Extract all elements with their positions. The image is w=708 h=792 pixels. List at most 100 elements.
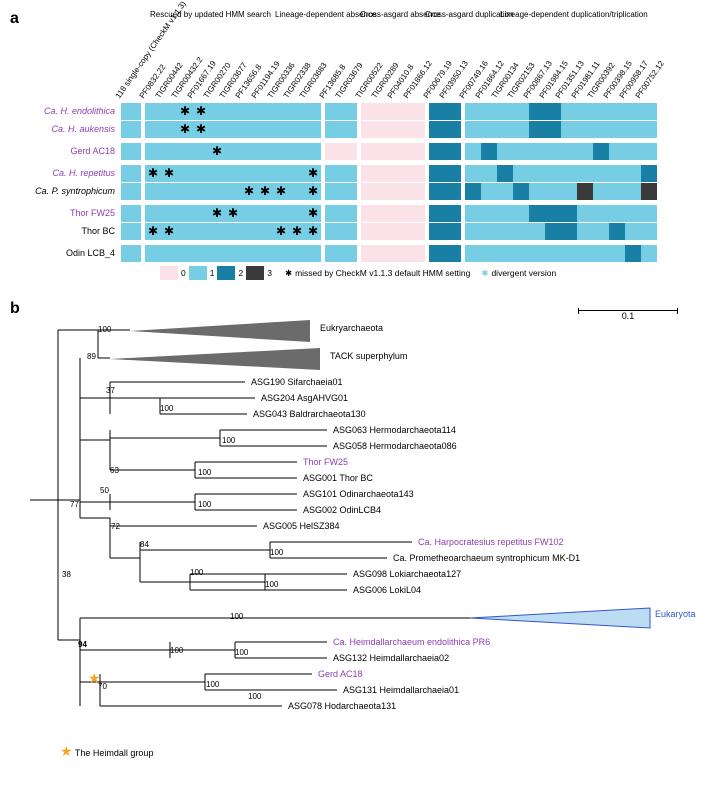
- heatmap-cell: ✱: [273, 183, 289, 200]
- heatmap-cell: [193, 183, 209, 200]
- heatmap-cell: [545, 143, 561, 160]
- heatmap-cell: [289, 183, 305, 200]
- bootstrap-value: 63: [110, 466, 119, 475]
- star-icon: ✱: [228, 206, 238, 220]
- heatmap-cell: [361, 245, 377, 262]
- heatmap-cell: [305, 103, 321, 120]
- heatmap-cell: [409, 143, 425, 160]
- heatmap-cell: [465, 103, 481, 120]
- phylogenetic-tree: [10, 300, 698, 730]
- heatmap-cell: [561, 183, 577, 200]
- star-icon: ★: [88, 670, 101, 687]
- column-header: PF01866.12: [402, 82, 419, 100]
- tip-label: Thor FW25: [303, 457, 348, 467]
- star-icon: ✱: [481, 268, 488, 279]
- heatmap-cell: [497, 143, 513, 160]
- heatmap-cell: [325, 143, 341, 160]
- bootstrap-value: 100: [235, 648, 248, 657]
- heatmap-legend: 0123✱ missed by CheckM v1.1.3 default HM…: [160, 266, 698, 280]
- heatmap-cell: [161, 245, 177, 262]
- category-label: Lineage-dependent absence: [275, 10, 365, 19]
- heatmap-cell: [325, 245, 341, 262]
- column-header: PF0832.22: [138, 82, 155, 100]
- heatmap-cell: [161, 121, 177, 138]
- heatmap-cell: [497, 121, 513, 138]
- heatmap-cell: [393, 103, 409, 120]
- column-header: TIGR00442: [154, 82, 171, 100]
- heatmap-cell: [625, 245, 641, 262]
- heatmap-cell: [481, 103, 497, 120]
- heatmap-cell: [273, 103, 289, 120]
- column-header: PF00752.12: [634, 82, 651, 100]
- column-header: PF13656.8: [234, 82, 251, 100]
- heatmap-cell: [257, 165, 273, 182]
- heatmap-cell: [593, 245, 609, 262]
- heatmap-cell: ✱: [193, 121, 209, 138]
- heatmap-cell: [497, 183, 513, 200]
- heatmap-cell: ✱: [225, 205, 241, 222]
- heatmap-cell: [625, 143, 641, 160]
- star-icon: ✱: [276, 184, 286, 198]
- heatmap-cell: [609, 205, 625, 222]
- heatmap-cell: [257, 205, 273, 222]
- heatmap-cell: [289, 121, 305, 138]
- heatmap-cell: [609, 245, 625, 262]
- heatmap-cell: [529, 143, 545, 160]
- heatmap-cell: [241, 223, 257, 240]
- heatmap-cell: [429, 103, 445, 120]
- heatmap-cell: [609, 143, 625, 160]
- bootstrap-value: 94: [78, 640, 87, 649]
- heatmap-cell: [561, 245, 577, 262]
- tip-label: ASG190 Sifarchaeia01: [251, 377, 343, 387]
- heatmap-cell: [561, 205, 577, 222]
- heatmap-cell: [577, 205, 593, 222]
- heatmap-cell: [481, 143, 497, 160]
- heatmap-cell: [497, 103, 513, 120]
- heatmap-cell: [641, 223, 657, 240]
- heatmap-cell: [625, 205, 641, 222]
- heatmap-cell: [325, 103, 341, 120]
- heatmap-cell: [481, 121, 497, 138]
- heatmap-cell: [545, 121, 561, 138]
- heatmap-cell: ✱: [305, 223, 321, 240]
- star-icon: ✱: [212, 206, 222, 220]
- heatmap-cell: [545, 245, 561, 262]
- row-label: Odin LCB_4: [10, 248, 121, 258]
- column-header: PF00679.19: [422, 82, 439, 100]
- heatmap-cell: [577, 165, 593, 182]
- star-icon: ✱: [308, 166, 318, 180]
- bootstrap-value: 100: [160, 404, 173, 413]
- column-header: PF00867.13: [522, 82, 539, 100]
- heatmap-cell: [121, 205, 141, 222]
- heatmap-cell: [625, 165, 641, 182]
- tip-label: Gerd AC18: [318, 669, 363, 679]
- category-label: Cross-asgard duplication: [425, 10, 495, 19]
- heatmap-cell: [529, 223, 545, 240]
- heatmap-cell: [577, 143, 593, 160]
- heatmap-cell: [177, 245, 193, 262]
- bootstrap-value: 100: [206, 680, 219, 689]
- heatmap-cell: [289, 143, 305, 160]
- heatmap-cell: ✱: [305, 205, 321, 222]
- heatmap-cell: [409, 103, 425, 120]
- tip-label: ASG098 Lokiarchaeota127: [353, 569, 461, 579]
- heatmap-cell: [593, 223, 609, 240]
- column-header: PF01981.11: [570, 82, 587, 100]
- bootstrap-value: 100: [270, 548, 283, 557]
- heatmap-cell: [257, 121, 273, 138]
- heatmap-cell: [393, 183, 409, 200]
- row-label: Ca. P. syntrophicum: [10, 186, 121, 196]
- column-header: TIGR02153: [506, 82, 523, 100]
- heatmap-row: Gerd AC18✱: [10, 142, 698, 160]
- legend-swatch: [189, 266, 207, 280]
- heatmap-cell: [625, 223, 641, 240]
- bootstrap-value: 100: [222, 436, 235, 445]
- column-header: PF01667.19: [186, 82, 203, 100]
- column-header: PF01864.12: [474, 82, 491, 100]
- heatmap-cell: ✱: [289, 223, 305, 240]
- heatmap-cell: ✱: [193, 103, 209, 120]
- heatmap-cell: [465, 205, 481, 222]
- star-icon: ✱: [148, 166, 158, 180]
- heatmap-cell: [145, 183, 161, 200]
- bootstrap-value: 100: [198, 500, 211, 509]
